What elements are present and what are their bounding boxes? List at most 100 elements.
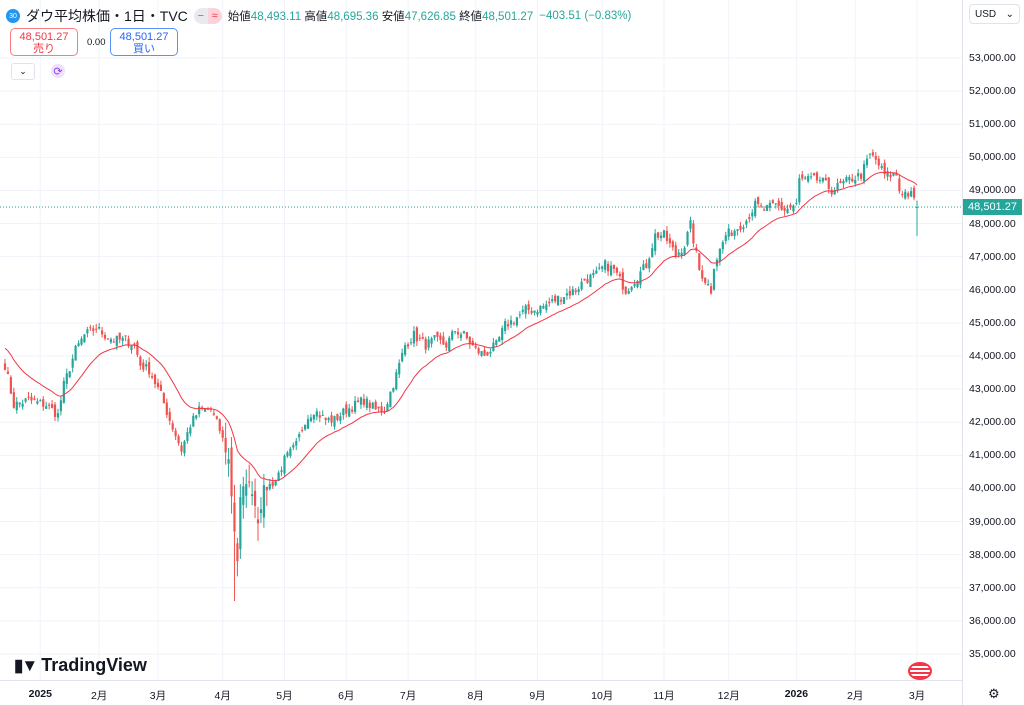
high-value: 48,695.36 (327, 11, 379, 23)
price-tick-label: 47,000.00 (969, 250, 1016, 263)
candle-up (292, 444, 295, 448)
candle-up (239, 497, 242, 550)
candle-up (321, 415, 324, 417)
candle-down (877, 158, 880, 166)
candle-up (245, 484, 248, 496)
candle-down (895, 172, 898, 176)
candle-down (351, 409, 354, 412)
candle-up (580, 281, 583, 290)
candle-down (221, 430, 224, 438)
candle-up (630, 287, 633, 291)
candle-down (527, 304, 530, 311)
candle-down (486, 352, 489, 356)
symbol-title[interactable]: ダウ平均株価・1日・TVC (26, 8, 188, 24)
chart-style-toggle[interactable]: − ≈ (193, 8, 222, 24)
candle-up (56, 413, 60, 418)
candle-up (80, 338, 83, 345)
candle-up (515, 317, 518, 326)
candle-down (783, 207, 786, 211)
candle-up (848, 176, 851, 181)
candle-up (353, 400, 357, 412)
close-label: 終値 (459, 11, 483, 23)
candle-up (371, 402, 374, 409)
candle-down (33, 398, 36, 400)
tradingview-logo[interactable]: ▮▼ TradingView (14, 655, 147, 676)
time-tick-label: 8月 (467, 690, 484, 702)
candle-down (92, 328, 95, 331)
price-chart[interactable] (0, 0, 962, 680)
candle-down (42, 399, 45, 407)
candle-down (106, 338, 110, 340)
price-tick-label: 48,000.00 (969, 217, 1016, 230)
candle-up (786, 208, 789, 213)
candle-up (306, 419, 310, 429)
candle-up (686, 231, 689, 245)
candle-up (683, 247, 686, 256)
candle-up (862, 164, 866, 182)
candle-up (689, 220, 692, 229)
time-axis[interactable]: 2025 2月 3月 4月 5月 6月 7月 8月 9月 10月 11月 12月 2026 2月 3月 (0, 680, 962, 705)
candle-down (171, 423, 174, 430)
candle-up (727, 228, 730, 237)
candle-up (121, 337, 124, 342)
candle-up (286, 452, 289, 457)
candle-up (845, 177, 848, 182)
sell-button[interactable]: 48,501.27 売り (10, 28, 78, 56)
candle-down (824, 177, 827, 181)
candle-down (657, 232, 660, 238)
candle-down (233, 502, 236, 532)
settings-gear-icon[interactable]: ⚙ (988, 686, 1000, 701)
compare-toggle-icon[interactable]: ≈ (207, 8, 222, 24)
price-tick-label: 50,000.00 (969, 151, 1016, 164)
candle-up (298, 434, 301, 438)
currency-select[interactable]: USD ⌄ (969, 4, 1020, 24)
candle-up (724, 235, 727, 241)
candle-down (265, 486, 268, 491)
refresh-icon[interactable]: ⟳ (51, 64, 65, 78)
candle-up (295, 441, 298, 446)
candle-down (100, 330, 104, 335)
candle-up (509, 320, 513, 325)
time-tick-label: 9月 (529, 690, 546, 702)
candle-up (639, 271, 642, 285)
candle-up (115, 335, 118, 346)
candle-down (512, 323, 516, 325)
candle-down (380, 406, 383, 413)
candle-up (489, 351, 492, 354)
us-flag-icon[interactable] (908, 662, 932, 680)
candle-up (280, 470, 283, 472)
candle-up (183, 441, 186, 454)
candle-up (648, 258, 651, 269)
dow-symbol-icon: 30 (6, 9, 20, 23)
time-tick-label: 10月 (591, 690, 614, 702)
candle-down (674, 245, 677, 257)
candle-up (203, 408, 207, 412)
candle-down (645, 263, 648, 268)
candle-up (45, 406, 48, 409)
candle-up (677, 252, 680, 255)
candle-up (251, 494, 254, 497)
candle-up (571, 289, 574, 296)
buy-button[interactable]: 48,501.27 買い (110, 28, 178, 56)
collapse-legend-button[interactable]: ⌄ (11, 63, 35, 80)
candle-up (601, 266, 604, 269)
candle-down (559, 299, 563, 302)
candle-down (212, 413, 215, 415)
candle-down (901, 193, 904, 195)
candle-up (398, 362, 401, 375)
candle-down (362, 398, 366, 405)
candle-down (874, 156, 877, 160)
candle-down (912, 187, 916, 198)
price-tick-label: 42,000.00 (969, 416, 1016, 429)
line-toggle-icon[interactable]: − (193, 8, 208, 24)
candle-down (95, 328, 98, 330)
candle-up (462, 331, 466, 334)
price-axis[interactable]: 53,000.00 52,000.00 51,000.00 50,000.00 49,0… (962, 0, 1024, 705)
candle-down (704, 277, 707, 283)
candle-down (174, 430, 177, 437)
candle-up (83, 334, 86, 343)
candle-down (124, 335, 127, 337)
candle-up (736, 229, 739, 231)
candle-up (404, 345, 407, 355)
candle-up (880, 166, 883, 169)
